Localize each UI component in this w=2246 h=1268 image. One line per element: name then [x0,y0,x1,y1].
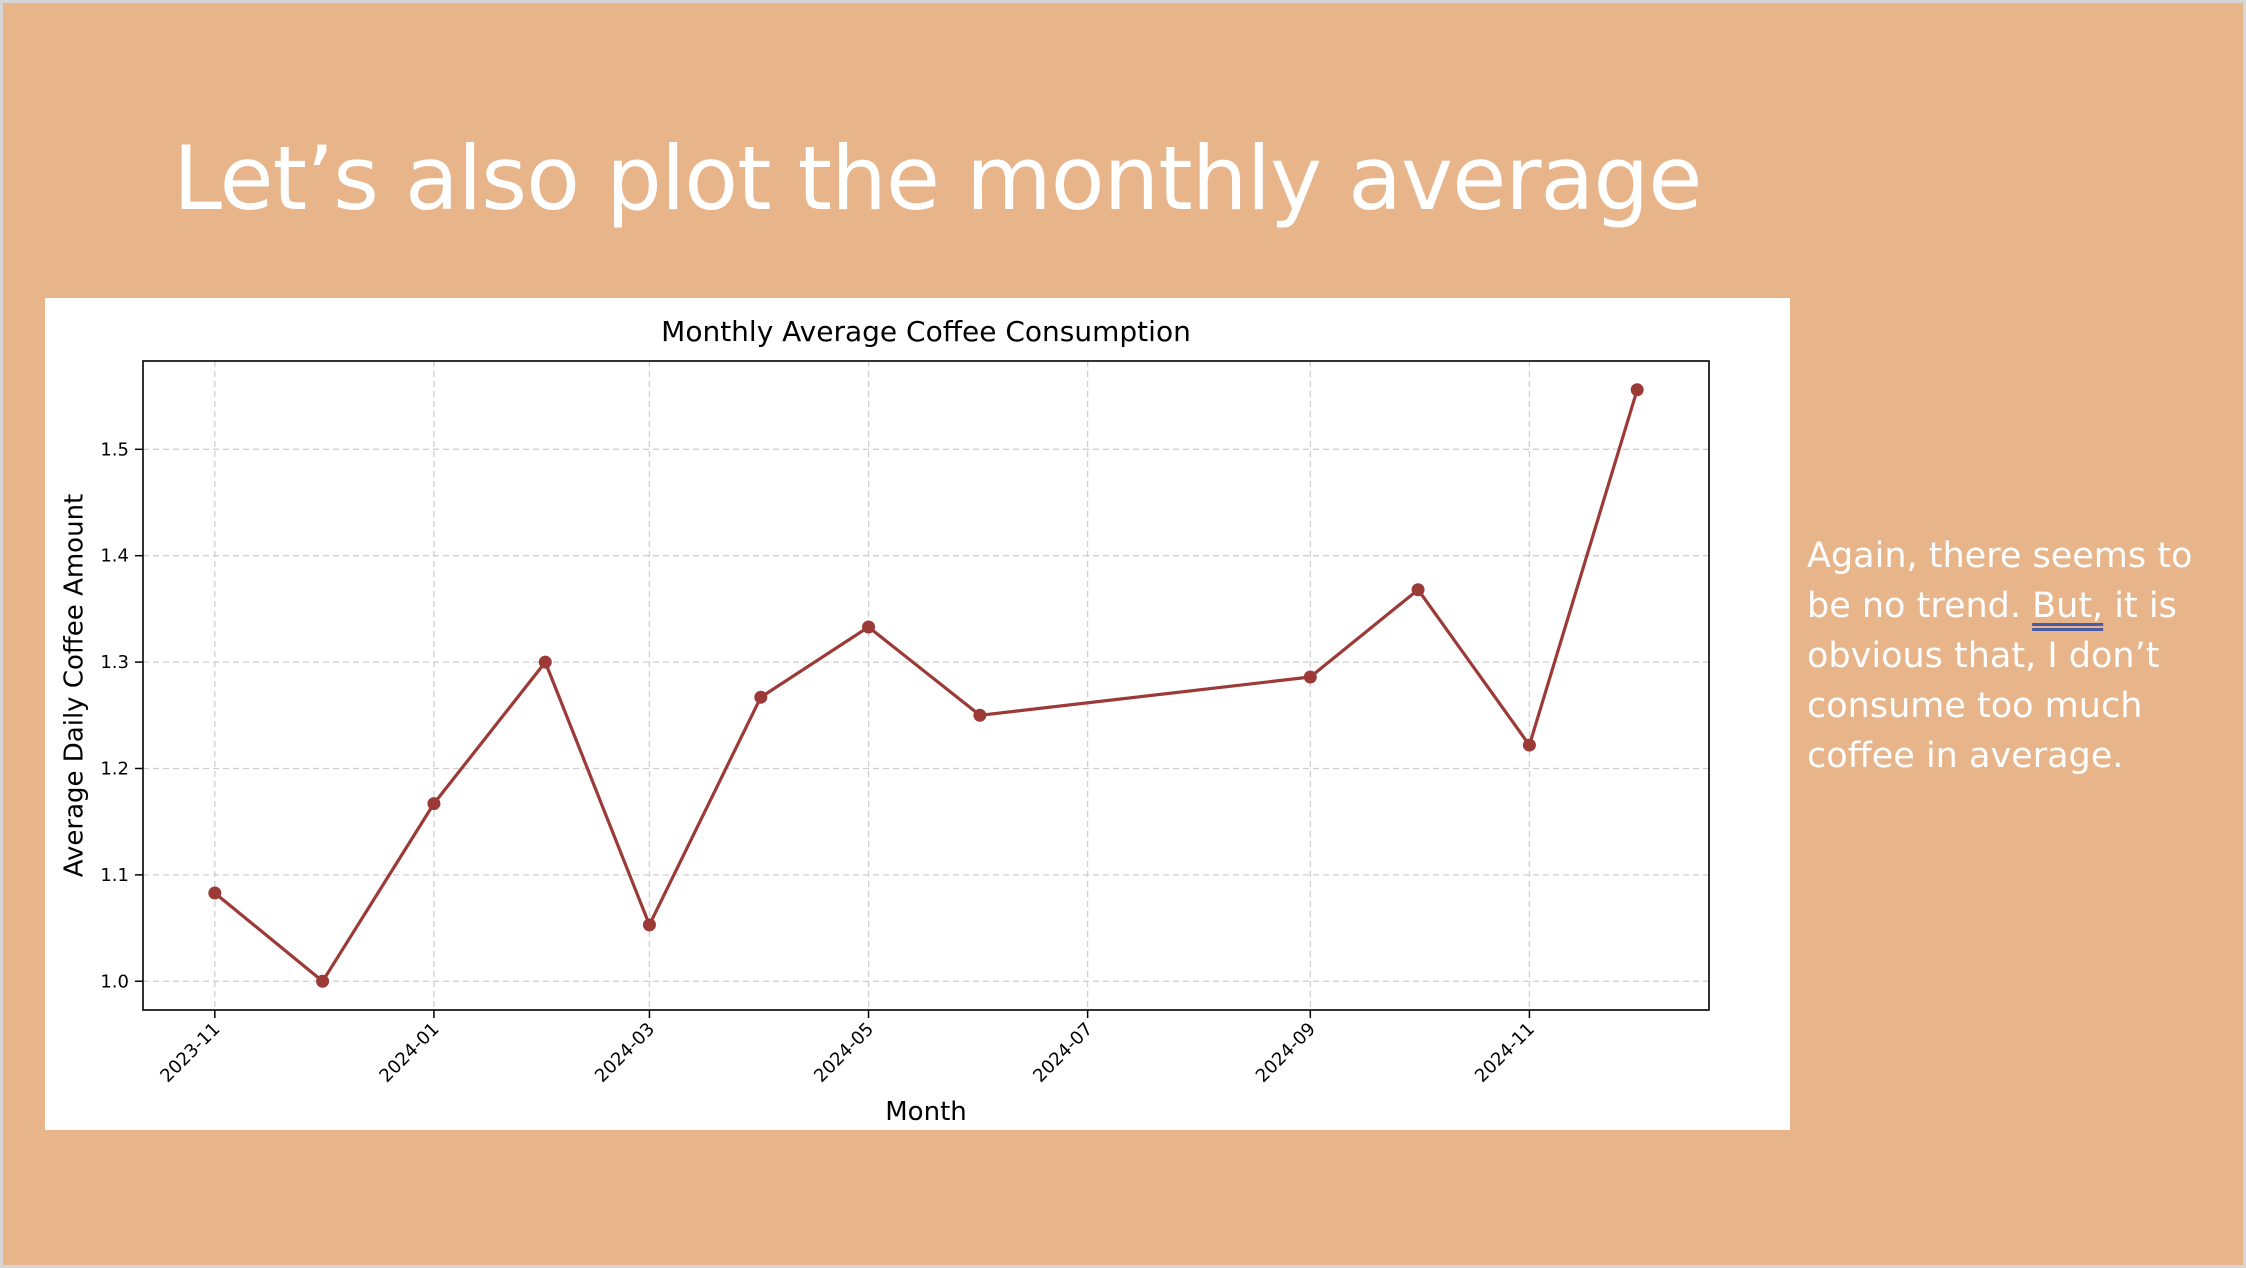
data-point [642,918,656,932]
slide: Let’s also plot the monthly average 1.0 1… [3,3,2243,1265]
data-point [973,708,987,722]
y-tick-label: 1.2 [100,758,129,779]
data-point [316,974,330,988]
side-note-marked-word: But, [2032,586,2104,626]
side-note-text-end: it is obvious that, I don’t consume too … [1807,586,2177,776]
data-point [1411,583,1425,597]
x-tick-label: 2024-11 [1471,1019,1539,1087]
chart-title: Monthly Average Coffee Consumption [661,315,1191,348]
x-tick-label: 2024-01 [375,1019,443,1087]
y-axis-label: Average Daily Coffee Amount [60,494,90,878]
side-note-text-start: Again, there seems to be no trend. [1807,536,2193,626]
y-tick-label: 1.1 [100,865,129,886]
x-tick-label: 2024-09 [1252,1019,1320,1087]
data-point [1522,738,1536,752]
data-point [1303,670,1317,684]
data-point [427,797,441,811]
x-tick-label: 2023-11 [156,1019,224,1087]
chart-image: 1.0 1.1 1.2 1.3 1.4 1.5 2023-11 2024-01 2024-03 2… [45,298,1790,1130]
x-tick-label: 2024-05 [810,1019,878,1087]
data-point [1630,383,1644,397]
plot-frame [142,360,1710,1011]
series-line [213,389,1639,983]
x-axis-label: Month [885,1097,967,1127]
y-tick-label: 1.5 [100,439,129,460]
side-note: Again, there seems to be no trend. But, … [1807,531,2217,781]
y-tick-label: 1.4 [100,546,129,567]
y-tick-label: 1.0 [100,971,129,992]
y-tick-label: 1.3 [100,652,129,673]
data-point [862,620,876,634]
x-tick-label: 2024-03 [591,1019,659,1087]
data-point [208,886,222,900]
x-tick-label: 2024-07 [1029,1019,1097,1087]
line-chart: 1.0 1.1 1.2 1.3 1.4 1.5 2023-11 2024-01 2024-03 2… [60,315,1710,1127]
data-point [754,690,768,704]
slide-title: Let’s also plot the monthly average [173,127,1702,230]
data-point [538,655,552,669]
